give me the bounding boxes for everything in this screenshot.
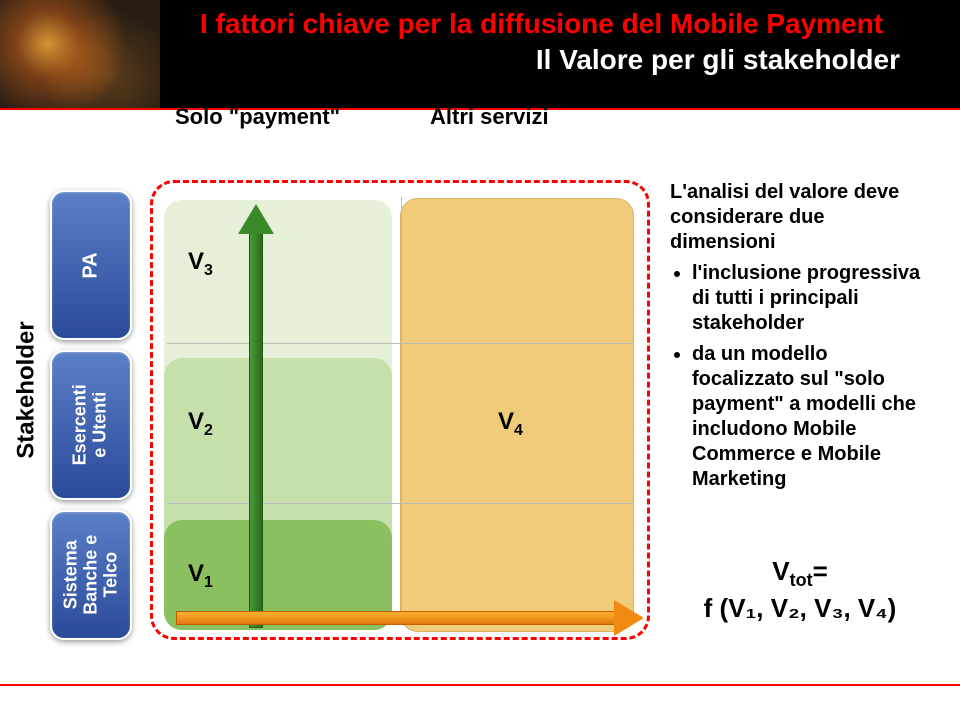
grid-vline (401, 197, 402, 623)
chart-frame (150, 180, 650, 640)
pill-pa: PA (50, 190, 132, 340)
formula: Vtot= f (V₁, V₂, V₃, V₄) (670, 555, 930, 624)
arrow-up-shaft (249, 232, 263, 628)
label-v3: V3 (188, 248, 213, 280)
label-v4: V4 (498, 408, 523, 440)
label-v4-sub: 4 (514, 422, 523, 439)
pill-sistema-banche-telco: Sistema Banche e Telco (50, 510, 132, 640)
formula-vtot-v: V (772, 556, 789, 586)
slide-title-line2: Il Valore per gli stakeholder (200, 44, 940, 76)
slide-title-line1: I fattori chiave per la diffusione del M… (200, 8, 940, 40)
label-v4-v: V (498, 408, 514, 435)
label-v2: V2 (188, 408, 213, 440)
column-header-altri-servizi: Altri servizi (430, 104, 549, 130)
label-v1-v: V (188, 560, 204, 587)
arrow-right-head-icon (614, 600, 644, 636)
label-v3-v: V (188, 248, 204, 275)
analysis-bullets: l'inclusione progressiva di tutti i prin… (692, 261, 930, 492)
arrow-services-axis (176, 604, 644, 632)
grid-hline-1 (167, 343, 633, 344)
formula-vtot-sub: tot (790, 570, 813, 590)
pill-esercenti-label: Esercenti e Utenti (71, 384, 111, 465)
analysis-bullet-2: da un modello focalizzato sul "solo paym… (692, 342, 930, 492)
pill-esercenti-utenti: Esercenti e Utenti (50, 350, 132, 500)
arrow-right-shaft (176, 611, 616, 625)
pill-pa-label: PA (80, 252, 103, 278)
arrow-stakeholder-axis (242, 204, 270, 628)
arrow-up-head-icon (238, 204, 274, 234)
column-header-solo-payment: Solo "payment" (175, 104, 340, 130)
label-v1-sub: 1 (204, 574, 213, 591)
label-v3-sub: 3 (204, 262, 213, 279)
grid-hline-2 (167, 503, 633, 504)
diagram-area: Stakeholder PA Esercenti e Utenti Sistem… (20, 140, 940, 670)
label-v1: V1 (188, 560, 213, 592)
label-v2-sub: 2 (204, 422, 213, 439)
y-axis-label-text: Stakeholder (13, 321, 41, 458)
formula-fn: f (V₁, V₂, V₃, V₄) (704, 593, 897, 623)
header-band: I fattori chiave per la diffusione del M… (0, 0, 960, 110)
footer-divider (0, 684, 960, 686)
analysis-text: L'analisi del valore deve considerare du… (670, 180, 930, 498)
pill-sistema-label: Sistema Banche e Telco (61, 535, 120, 615)
formula-eq: = (813, 556, 828, 586)
analysis-bullet-1: l'inclusione progressiva di tutti i prin… (692, 261, 930, 336)
y-axis-label: Stakeholder (12, 200, 42, 580)
label-v2-v: V (188, 408, 204, 435)
header-decorative-image (0, 0, 160, 110)
analysis-intro: L'analisi del valore deve considerare du… (670, 180, 930, 255)
